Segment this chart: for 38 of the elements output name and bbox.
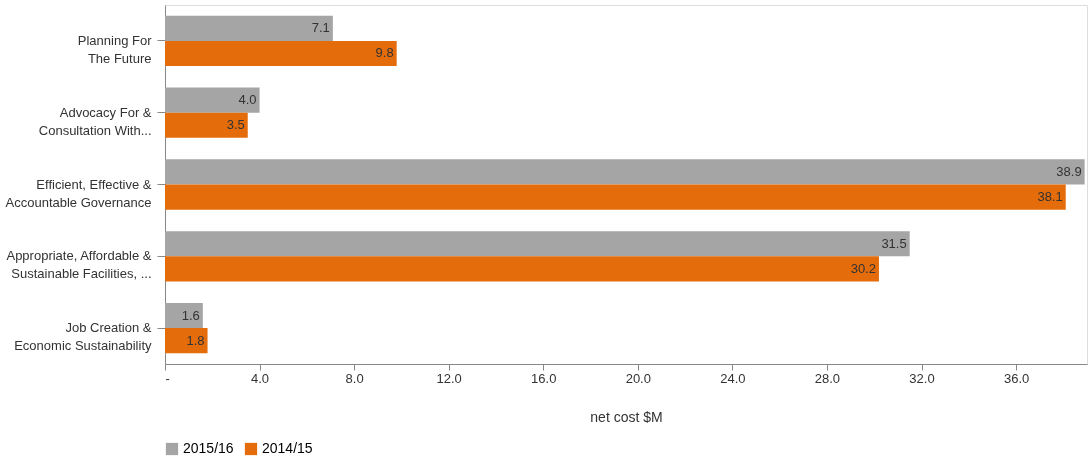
x-tick-label: 28.0	[814, 370, 841, 386]
x-tick-label: 24.0	[720, 370, 746, 386]
x-tick-label: 36.0	[1003, 370, 1030, 386]
data-label: 7.1	[311, 20, 330, 36]
data-label: 4.0	[238, 92, 257, 108]
x-axis-title: net cost $M	[590, 408, 663, 425]
x-tick-label: 12.0	[436, 370, 462, 386]
y-tick-label: Appropriate, Affordable & Sustainable Facilities, ...	[6, 248, 152, 282]
x-tick-label: 20.0	[625, 370, 651, 386]
data-label: 38.9	[1056, 163, 1082, 179]
bar	[165, 112, 248, 138]
bar	[165, 302, 203, 329]
bar	[165, 159, 1085, 185]
y-tick-label: Planning For The Future	[77, 32, 153, 66]
bar	[165, 15, 333, 41]
data-label: 1.8	[186, 332, 205, 348]
bar	[165, 40, 397, 67]
y-tick-label: Advocacy For & Consultation With...	[38, 104, 152, 138]
data-label: 31.5	[881, 235, 907, 251]
data-label: 3.5	[226, 117, 245, 133]
bar	[165, 328, 208, 354]
legend-label: 2015/16	[183, 440, 234, 456]
data-label: 38.1	[1037, 189, 1063, 205]
data-label: 1.6	[181, 307, 200, 323]
bar	[165, 87, 260, 113]
x-tick-label: 32.0	[909, 370, 935, 386]
legend-label: 2014/15	[262, 440, 313, 456]
data-label: 30.2	[850, 260, 876, 276]
bar	[165, 256, 879, 282]
x-tick-label: 16.0	[531, 370, 557, 386]
y-tick-label: Efficient, Effective & Accountable Governance	[5, 176, 152, 210]
data-label: 9.8	[375, 45, 394, 61]
x-tick-label: -	[165, 370, 170, 386]
bar	[165, 184, 1066, 210]
x-tick-label: 4.0	[251, 370, 270, 386]
y-tick-label: Job Creation & Economic Sustainability	[14, 320, 152, 354]
x-tick-label: 8.0	[345, 370, 364, 386]
bar	[165, 231, 910, 257]
